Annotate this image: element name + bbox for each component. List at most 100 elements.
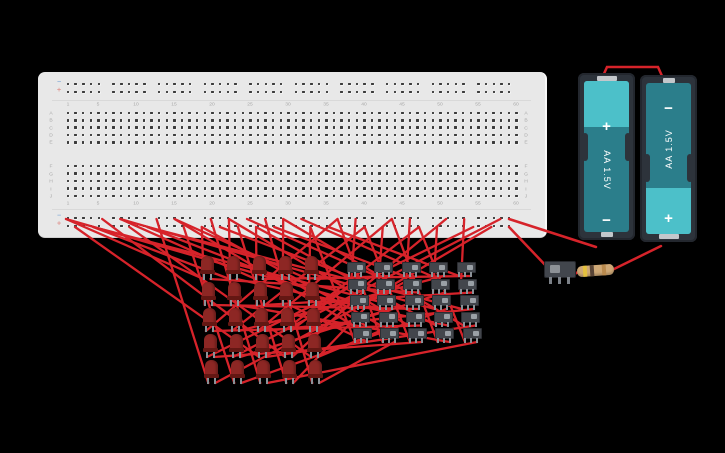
breadboard-hole[interactable] <box>74 119 77 122</box>
breadboard-hole[interactable] <box>89 187 93 190</box>
breadboard-hole[interactable] <box>234 90 237 94</box>
led[interactable] <box>281 334 297 352</box>
breadboard-hole[interactable] <box>408 141 412 144</box>
breadboard-hole[interactable] <box>401 194 404 198</box>
breadboard-hole[interactable] <box>317 172 321 175</box>
breadboard-hole[interactable] <box>431 90 435 94</box>
breadboard-hole[interactable] <box>135 216 138 220</box>
breadboard-hole[interactable] <box>119 179 123 183</box>
breadboard-hole[interactable] <box>256 133 260 137</box>
breadboard-hole[interactable] <box>340 133 343 137</box>
breadboard-hole[interactable] <box>188 224 192 228</box>
breadboard-hole[interactable] <box>325 187 328 190</box>
breadboard-hole[interactable] <box>446 179 450 183</box>
breadboard-hole[interactable] <box>119 172 123 175</box>
breadboard-hole[interactable] <box>446 141 450 144</box>
breadboard-hole[interactable] <box>127 224 131 228</box>
breadboard-hole[interactable] <box>104 126 108 129</box>
breadboard-hole[interactable] <box>142 133 146 137</box>
breadboard-hole[interactable] <box>423 119 427 122</box>
breadboard-hole[interactable] <box>157 216 161 220</box>
breadboard-hole[interactable] <box>416 90 420 94</box>
breadboard-hole[interactable] <box>74 224 77 228</box>
breadboard-hole[interactable] <box>507 187 511 190</box>
breadboard-hole[interactable] <box>120 224 123 228</box>
breadboard-hole[interactable] <box>370 141 374 144</box>
breadboard-hole[interactable] <box>332 119 336 122</box>
breadboard-hole[interactable] <box>309 133 313 137</box>
breadboard-hole[interactable] <box>340 111 343 115</box>
breadboard-hole[interactable] <box>112 111 115 115</box>
breadboard-hole[interactable] <box>446 111 450 115</box>
breadboard-hole[interactable] <box>119 126 123 129</box>
breadboard-hole[interactable] <box>492 111 495 115</box>
breadboard-hole[interactable] <box>127 179 131 183</box>
breadboard-hole[interactable] <box>120 90 123 94</box>
breadboard-hole[interactable] <box>173 187 176 190</box>
breadboard-hole[interactable] <box>180 111 184 115</box>
breadboard-hole[interactable] <box>499 187 503 190</box>
breadboard-hole[interactable] <box>461 194 465 198</box>
breadboard-hole[interactable] <box>462 90 465 94</box>
breadboard-hole[interactable] <box>507 133 511 137</box>
breadboard-hole[interactable] <box>347 141 351 144</box>
breadboard-hole[interactable] <box>477 172 480 175</box>
breadboard-hole[interactable] <box>302 82 305 86</box>
breadboard-hole[interactable] <box>173 179 176 183</box>
breadboard-hole[interactable] <box>165 111 169 115</box>
breadboard-hole[interactable] <box>97 141 100 144</box>
breadboard-hole[interactable] <box>294 90 298 94</box>
breadboard-hole[interactable] <box>173 194 176 198</box>
breadboard-hole[interactable] <box>279 126 283 129</box>
breadboard-hole[interactable] <box>150 119 153 122</box>
breadboard-hole[interactable] <box>188 133 191 137</box>
breadboard-hole[interactable] <box>294 194 298 198</box>
led[interactable] <box>278 282 294 300</box>
breadboard-hole[interactable] <box>264 141 267 144</box>
breadboard-hole[interactable] <box>507 126 511 129</box>
breadboard-hole[interactable] <box>439 141 442 144</box>
breadboard-hole[interactable] <box>112 172 115 175</box>
breadboard-hole[interactable] <box>279 111 283 115</box>
breadboard-hole[interactable] <box>241 119 245 122</box>
breadboard-hole[interactable] <box>66 133 70 137</box>
breadboard-hole[interactable] <box>279 133 283 137</box>
breadboard-hole[interactable] <box>515 164 518 168</box>
breadboard-hole[interactable] <box>499 119 503 122</box>
power-slide-switch[interactable] <box>544 261 576 284</box>
breadboard-hole[interactable] <box>484 187 488 190</box>
breadboard-hole[interactable] <box>173 119 176 122</box>
breadboard-hole[interactable] <box>469 141 473 144</box>
breadboard-hole[interactable] <box>249 164 252 168</box>
breadboard-hole[interactable] <box>195 141 199 144</box>
breadboard-hole[interactable] <box>446 119 450 122</box>
breadboard-hole[interactable] <box>507 179 511 183</box>
breadboard-hole[interactable] <box>142 126 146 129</box>
breadboard-hole[interactable] <box>325 224 329 228</box>
breadboard-hole[interactable] <box>241 111 245 115</box>
breadboard-hole[interactable] <box>74 216 77 220</box>
breadboard-hole[interactable] <box>226 164 229 168</box>
breadboard-hole[interactable] <box>188 90 192 94</box>
breadboard-hole[interactable] <box>218 187 222 190</box>
breadboard-hole[interactable] <box>120 82 123 86</box>
breadboard-hole[interactable] <box>226 194 229 198</box>
breadboard-hole[interactable] <box>173 133 176 137</box>
breadboard-hole[interactable] <box>370 164 374 168</box>
breadboard-hole[interactable] <box>409 90 412 94</box>
breadboard-hole[interactable] <box>401 126 404 129</box>
breadboard-hole[interactable] <box>218 141 222 144</box>
breadboard-hole[interactable] <box>423 194 427 198</box>
breadboard-hole[interactable] <box>256 224 260 228</box>
breadboard-hole[interactable] <box>135 164 138 168</box>
led[interactable] <box>308 360 324 378</box>
breadboard-hole[interactable] <box>203 194 207 198</box>
breadboard-hole[interactable] <box>492 216 496 220</box>
breadboard-hole[interactable] <box>188 111 191 115</box>
breadboard-hole[interactable] <box>431 164 435 168</box>
breadboard-hole[interactable] <box>484 119 488 122</box>
breadboard-hole[interactable] <box>66 119 70 122</box>
breadboard-hole[interactable] <box>287 179 290 183</box>
breadboard-hole[interactable] <box>218 90 222 94</box>
breadboard-hole[interactable] <box>302 164 305 168</box>
